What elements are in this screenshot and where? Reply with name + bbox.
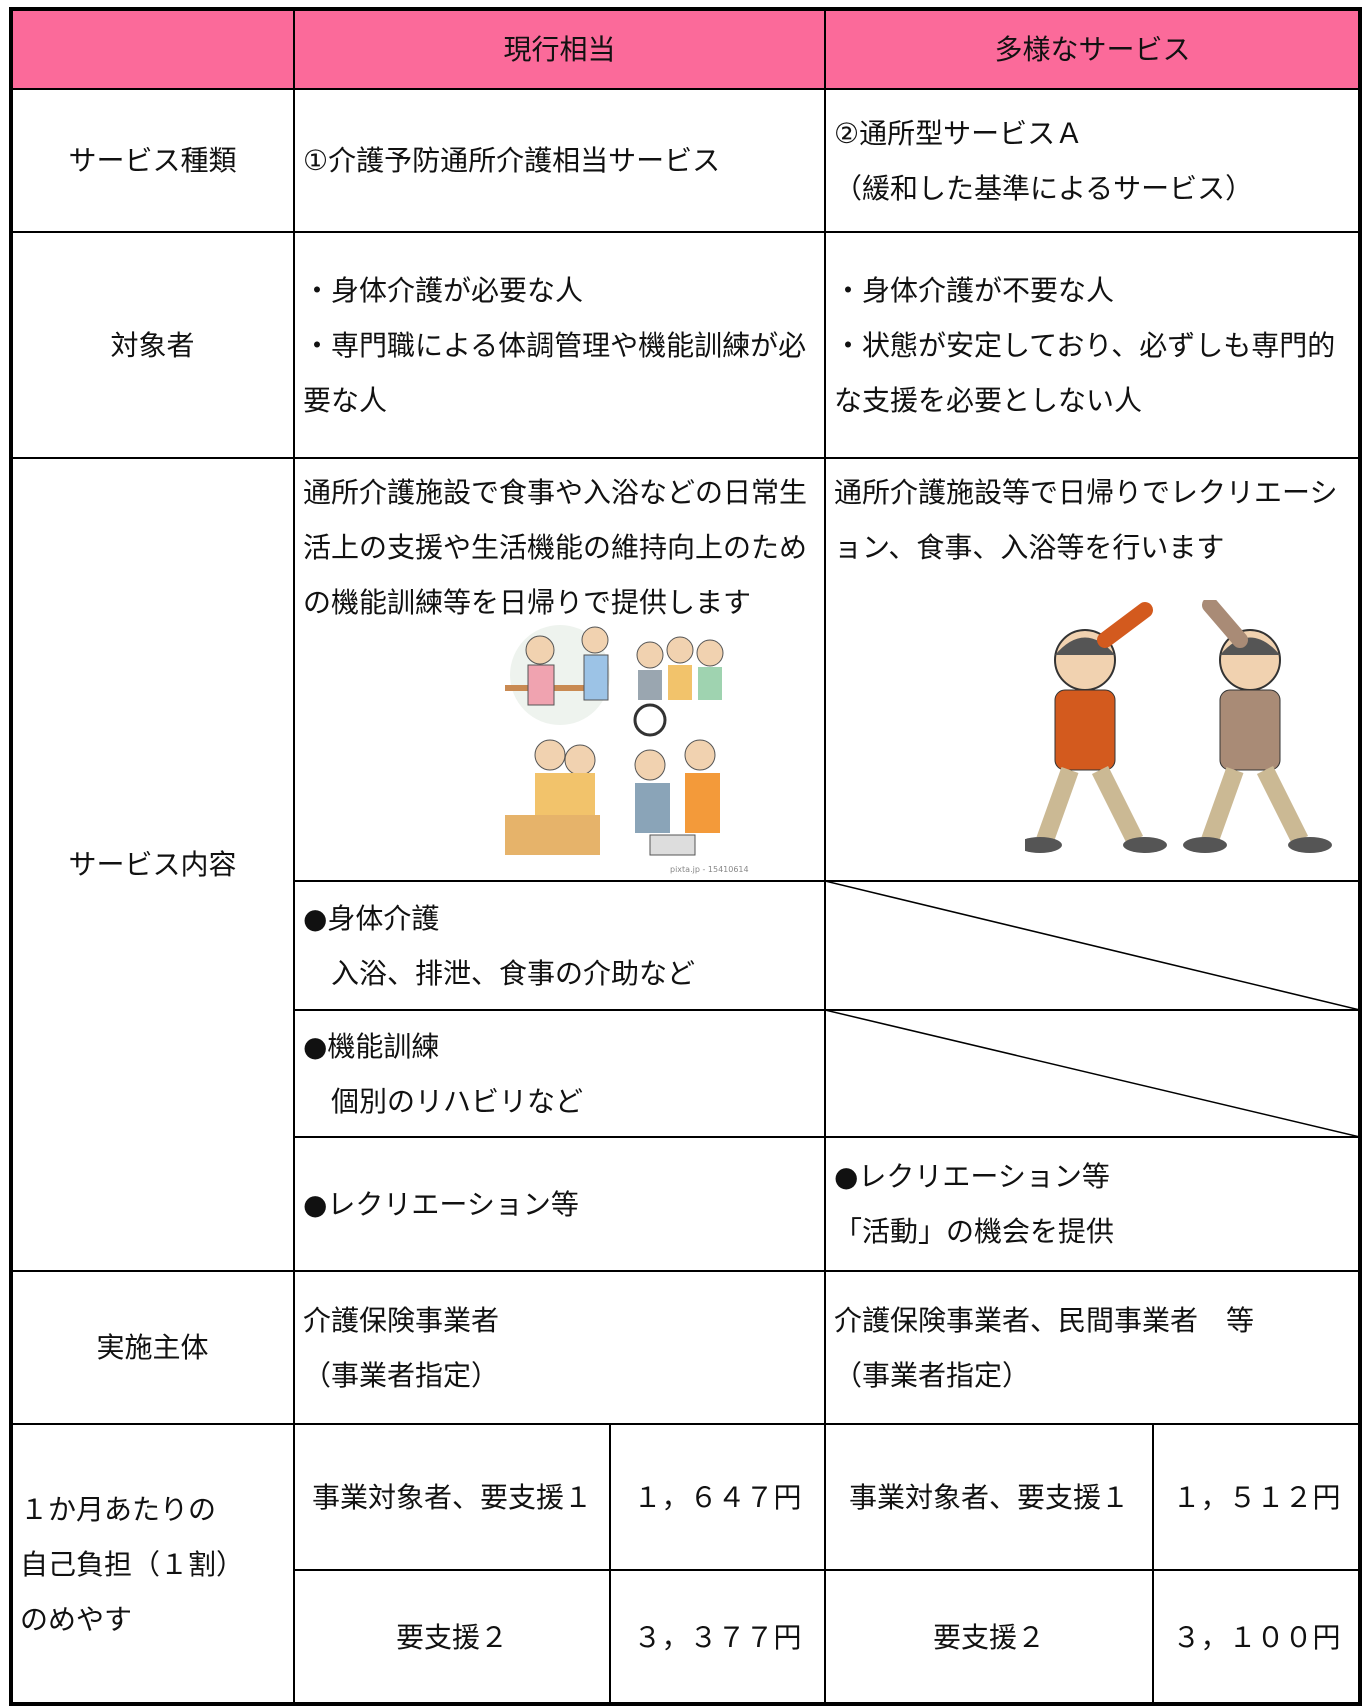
cell-text: ●レクリエーション等 xyxy=(834,1160,1110,1193)
cell-text: ３，１００円 xyxy=(1172,1620,1341,1654)
cell-text: ・状態が安定しており、必ずしも専門的な支援を必要としない人 xyxy=(834,328,1336,417)
cell-text: サービス種類 xyxy=(68,144,237,177)
table-cell: ●機能訓練個別のリハビリなど xyxy=(294,1010,825,1137)
table-cell: 事業対象者、要支援１ xyxy=(294,1424,610,1570)
cell-text: のめやす xyxy=(20,1602,133,1636)
table-cell: 現行相当 xyxy=(294,9,825,89)
cell-text: ３，３７７円 xyxy=(633,1620,802,1654)
cell-text: 通所介護施設等で日帰りでレクリエーション、食事、入浴等を行います xyxy=(834,476,1338,564)
cell-text: サービス内容 xyxy=(68,848,237,881)
table-cell: ３，１００円 xyxy=(1153,1570,1360,1704)
table-cell: 介護保険事業者、民間事業者 等 （事業者指定） xyxy=(825,1271,1360,1424)
table-cell: ・身体介護が必要な人・専門職による体調管理や機能訓練が必要な人 xyxy=(294,232,825,458)
cell-text: 現行相当 xyxy=(503,32,616,66)
table-cell: １か月あたりの 自己負担（１割） のめやす xyxy=(11,1424,294,1704)
cell-text: 要支援２ xyxy=(395,1620,508,1654)
image-caption: pixta.jp - 15410614 xyxy=(670,865,749,874)
cell-text: 通所介護施設で食事や入浴などの日常生活上の支援や生活機能の維持向上のための機能訓… xyxy=(303,476,808,619)
cell-text: 介護保険事業者 xyxy=(303,1303,500,1337)
cell-text: 自己負担（１割） xyxy=(20,1547,245,1581)
diagonal-line xyxy=(824,1009,1360,1137)
cell-text: 要支援２ xyxy=(932,1620,1045,1654)
cell-text: （事業者指定） xyxy=(303,1358,500,1392)
cell-text: 事業対象者、要支援１ xyxy=(311,1480,592,1514)
table-cell: 要支援２ xyxy=(294,1570,610,1704)
table-cell xyxy=(11,9,294,89)
cell-text: ①介護予防通所介護相当サービス xyxy=(303,144,721,177)
table-cell xyxy=(824,1009,1360,1137)
table-cell: ・身体介護が不要な人・状態が安定しており、必ずしも専門的な支援を必要としない人 xyxy=(825,232,1360,458)
table-cell: １，６４７円 xyxy=(610,1424,825,1570)
cell-text: 個別のリハビリなど xyxy=(331,1084,584,1118)
table-cell: 要支援２ xyxy=(825,1570,1153,1704)
cell-text: 対象者 xyxy=(110,328,195,362)
cell-text: １か月あたりの xyxy=(20,1492,217,1526)
table-cell: サービス内容 xyxy=(11,458,294,1271)
cell-text: 多様なサービス xyxy=(994,32,1191,66)
cell-text: ・身体介護が不要な人 xyxy=(834,273,1115,307)
table-cell: 対象者 xyxy=(11,232,294,458)
table-cell: ①介護予防通所介護相当サービス xyxy=(294,89,825,232)
table-cell: ●身体介護入浴、排泄、食事の介助など xyxy=(294,881,825,1010)
table-cell: 通所介護施設で食事や入浴などの日常生活上の支援や生活機能の維持向上のための機能訓… xyxy=(294,458,825,881)
table-cell: サービス種類 xyxy=(11,89,294,232)
cell-text: ●機能訓練 xyxy=(303,1029,440,1063)
table-cell: １，５１２円 xyxy=(1153,1424,1360,1570)
table-cell: ②通所型サービスＡ （緩和した基準によるサービス） xyxy=(825,89,1360,232)
table-cell: ●レクリエーション等 「活動」の機会を提供 xyxy=(825,1137,1360,1271)
table-cell: 通所介護施設等で日帰りでレクリエーション、食事、入浴等を行います xyxy=(825,458,1360,881)
care-illustration xyxy=(505,625,724,856)
diagonal-line xyxy=(824,880,1360,1010)
cell-text: 事業対象者、要支援１ xyxy=(848,1480,1129,1514)
cell-text: ・専門職による体調管理や機能訓練が必要な人 xyxy=(303,328,807,417)
cell-text: ・身体介護が必要な人 xyxy=(303,273,584,307)
cell-text: ●レクリエーション等 xyxy=(303,1187,579,1221)
exercise-illustration xyxy=(1025,600,1332,853)
table-cell: 事業対象者、要支援１ xyxy=(825,1424,1153,1570)
cell-text: １，６４７円 xyxy=(633,1480,802,1514)
cell-text: ●身体介護 xyxy=(303,901,440,935)
table-cell: 介護保険事業者 （事業者指定） xyxy=(294,1271,825,1424)
cell-text: ②通所型サービスＡ xyxy=(834,116,1084,150)
cell-text: （緩和した基準によるサービス） xyxy=(834,171,1254,205)
cell-text: １，５１２円 xyxy=(1172,1480,1341,1514)
cell-text: 実施主体 xyxy=(96,1331,209,1364)
table-cell: ３，３７７円 xyxy=(610,1570,825,1704)
cell-text: 「活動」の機会を提供 xyxy=(834,1215,1115,1248)
cell-text: （事業者指定） xyxy=(834,1358,1031,1392)
table-cell: 実施主体 xyxy=(11,1271,294,1424)
table-cell: 多様なサービス xyxy=(825,9,1360,89)
cell-text: 入浴、排泄、食事の介助など xyxy=(331,956,696,990)
cell-text: 介護保険事業者、民間事業者 等 xyxy=(834,1303,1255,1337)
table-cell xyxy=(824,880,1360,1010)
table-cell: ●レクリエーション等 xyxy=(294,1137,825,1271)
